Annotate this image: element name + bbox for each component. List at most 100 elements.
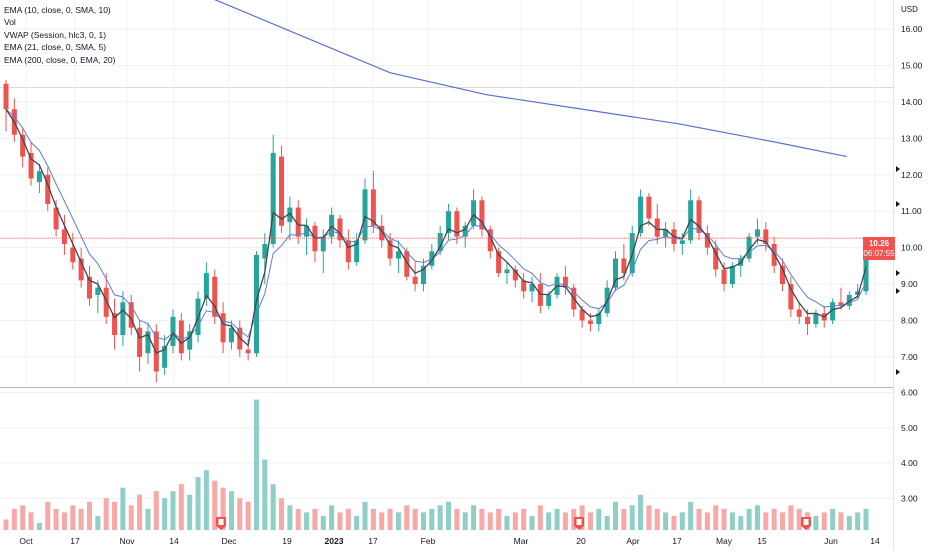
candle-body bbox=[387, 240, 393, 259]
time-tick-label: Apr bbox=[626, 536, 639, 546]
volume-bar bbox=[696, 508, 702, 530]
earnings-markers[interactable] bbox=[216, 517, 811, 530]
time-tick-label: 17 bbox=[368, 536, 378, 546]
candle-body bbox=[78, 258, 84, 281]
legend-item[interactable]: Vol bbox=[4, 17, 16, 28]
candle-body bbox=[454, 211, 460, 237]
volume-bar bbox=[3, 519, 9, 530]
candle-body bbox=[320, 236, 326, 252]
price-tick-label: 10.00 bbox=[901, 243, 923, 253]
volume-bar bbox=[203, 470, 209, 530]
volume-bar bbox=[713, 505, 719, 530]
legend-item[interactable]: EMA (10, close, 0, SMA, 10) bbox=[4, 5, 111, 15]
earnings-marker[interactable] bbox=[216, 517, 226, 530]
time-tick-label: 19 bbox=[282, 536, 292, 546]
volume-bar bbox=[512, 512, 518, 530]
volume-bar bbox=[663, 512, 669, 530]
candle-body bbox=[805, 316, 811, 325]
legend-item[interactable]: VWAP (Session, hlc3, 0, 1) bbox=[4, 29, 107, 40]
price-tick-label: 8.00 bbox=[901, 315, 918, 325]
volume-bar bbox=[103, 498, 109, 530]
candle-body bbox=[212, 276, 218, 317]
volume-bar bbox=[471, 505, 477, 530]
volume-bar bbox=[855, 512, 861, 530]
moving-averages bbox=[0, 108, 893, 354]
time-tick-label: 20 bbox=[576, 536, 586, 546]
candle-body bbox=[253, 254, 259, 354]
axes: 16.00 15.00 14.00 13.00 12.00 11.00 10.00 9.00 8… bbox=[19, 5, 922, 546]
candle-body bbox=[345, 240, 351, 263]
time-tick-label: May bbox=[716, 536, 733, 546]
candle-body bbox=[496, 251, 502, 274]
volume-bar bbox=[212, 480, 218, 530]
candle-body bbox=[704, 233, 710, 248]
volume-bar bbox=[120, 487, 126, 530]
volume-bar bbox=[287, 505, 293, 530]
earnings-marker[interactable] bbox=[574, 517, 584, 530]
candle-body bbox=[679, 240, 685, 244]
volume-bar bbox=[195, 477, 201, 530]
volume-bar bbox=[788, 505, 794, 530]
volume-bar bbox=[821, 512, 827, 530]
volume-bar bbox=[36, 522, 42, 530]
volume-bar bbox=[354, 515, 360, 530]
candle-body bbox=[521, 280, 527, 292]
time-tick-label: Mar bbox=[514, 536, 529, 546]
candle-body bbox=[429, 251, 435, 266]
candle-body bbox=[796, 309, 802, 317]
candles bbox=[3, 80, 869, 383]
candle-body bbox=[621, 258, 627, 274]
volume-bar bbox=[362, 501, 368, 530]
candle-body bbox=[754, 229, 760, 237]
earnings-icon-inner bbox=[576, 519, 582, 525]
candle-body bbox=[295, 207, 301, 237]
price-tick-label: 15.00 bbox=[901, 61, 923, 71]
candle-body bbox=[855, 291, 861, 295]
candle-body bbox=[487, 229, 493, 252]
volume-bar bbox=[604, 515, 610, 530]
candle-body bbox=[813, 313, 819, 325]
volume-bar bbox=[245, 501, 251, 530]
volume-bar bbox=[830, 508, 836, 530]
volume-bar bbox=[170, 491, 176, 530]
legend-item[interactable]: EMA (21, close, 0, SMA, 5) bbox=[4, 42, 107, 53]
candle-body bbox=[746, 236, 752, 259]
time-tick-label: 14 bbox=[870, 536, 880, 546]
currency-label: USD bbox=[901, 5, 918, 14]
candle-body bbox=[187, 331, 193, 350]
volume-bar bbox=[496, 508, 502, 530]
time-tick-label: 14 bbox=[169, 536, 179, 546]
earnings-marker[interactable] bbox=[801, 517, 811, 530]
candle-body bbox=[780, 265, 786, 285]
volume-bar bbox=[86, 501, 92, 530]
volume-bar bbox=[412, 508, 418, 530]
candle-body bbox=[337, 218, 343, 241]
candle-body bbox=[838, 302, 844, 306]
volume-bar bbox=[437, 505, 443, 530]
candle-body bbox=[379, 225, 385, 241]
candle-body bbox=[287, 207, 293, 223]
candle-body bbox=[395, 251, 401, 259]
volume-bar bbox=[754, 505, 760, 530]
candle-body bbox=[863, 238, 869, 292]
volume-bar bbox=[387, 508, 393, 530]
volume-bar bbox=[312, 508, 318, 530]
volume-bar bbox=[295, 508, 301, 530]
volume-bar bbox=[646, 505, 652, 530]
volume-bar bbox=[137, 494, 143, 530]
candle-body bbox=[170, 316, 176, 346]
candle-body bbox=[646, 196, 652, 219]
axis-arrow-icon bbox=[896, 201, 900, 207]
volume-bar bbox=[671, 515, 677, 530]
volume-bar bbox=[521, 508, 527, 530]
price-tick-label: 7.00 bbox=[901, 352, 918, 362]
candle-body bbox=[120, 302, 126, 336]
legend-item[interactable]: EMA (200, close, 0, EMA, 20) bbox=[4, 54, 116, 65]
time-tick-label: Feb bbox=[421, 536, 436, 546]
volume-bar bbox=[729, 512, 735, 530]
earnings-icon-inner bbox=[803, 519, 809, 525]
candle-body bbox=[663, 229, 669, 237]
volume-bar bbox=[780, 512, 786, 530]
